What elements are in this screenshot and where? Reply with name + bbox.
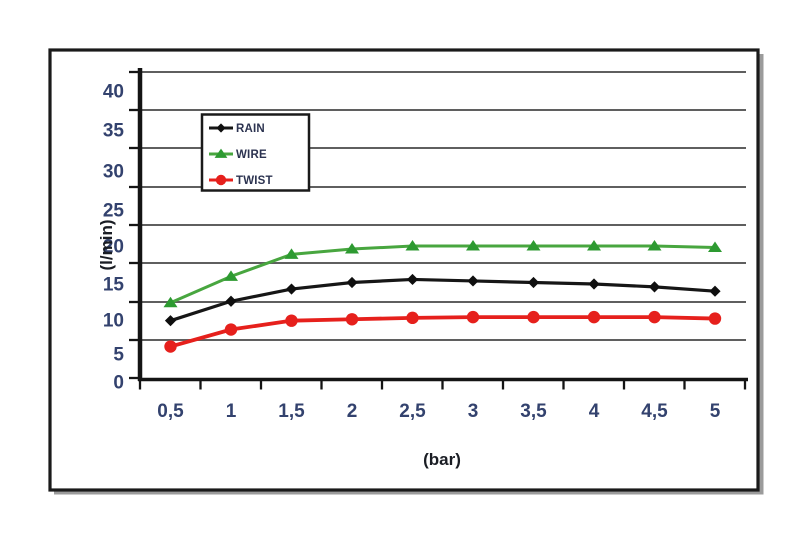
wire-data-point [526, 240, 541, 251]
rain-data-point [709, 285, 721, 297]
y-tick-label: 30 [103, 162, 124, 183]
y-tick-label: 20 [103, 237, 124, 258]
x-tick-label: 2 [347, 401, 358, 422]
x-axis-title: (bar) [423, 450, 461, 469]
twist-data-point [345, 313, 359, 326]
wire-data-point [345, 243, 359, 254]
rain-data-point [285, 283, 298, 295]
wire-data-point [224, 270, 238, 281]
wire-data-point [284, 248, 299, 259]
y-tick-label: 25 [103, 201, 125, 222]
rain-data-point [527, 276, 540, 289]
y-axis-tick-labels: 0 5 10 15 20 25 30 35 40 [103, 82, 125, 394]
wire-data-point [647, 240, 662, 251]
data-series-group [163, 240, 722, 353]
series-twist [164, 310, 722, 353]
rain-data-point [346, 276, 358, 289]
twist-data-point [708, 312, 722, 325]
y-tick-label: 40 [103, 82, 124, 103]
legend-item-twist: TWIST [209, 174, 273, 187]
rain-line [170, 277, 716, 323]
twist-data-point [648, 310, 661, 324]
y-axis-title: (l/min) [97, 220, 116, 271]
x-tick-label: 5 [710, 401, 721, 422]
figure-border [48, 48, 760, 492]
y-tick-label: 35 [103, 121, 125, 142]
rain-data-point [164, 315, 177, 327]
legend-marker-diamond [216, 123, 226, 133]
x-tick-label: 1 [226, 401, 237, 422]
x-tick-label: 3 [468, 401, 479, 422]
series-rain [164, 273, 721, 327]
wire-line [169, 244, 716, 305]
rain-data-point [225, 295, 237, 307]
rain-data-point [648, 281, 661, 293]
x-tick-label: 3,5 [520, 401, 547, 422]
legend-marker-triangle [214, 148, 228, 158]
gridlines [141, 70, 746, 342]
legend: RAIN WIRE TWIST [200, 113, 311, 192]
rain-data-point [588, 278, 600, 290]
legend-label: RAIN [236, 123, 265, 135]
legend-marker-circle [215, 174, 227, 186]
legend-label: TWIST [236, 175, 273, 187]
wire-data-point [466, 240, 480, 251]
twist-data-point [587, 310, 601, 324]
series-wire [163, 240, 722, 308]
wire-data-point [587, 240, 601, 251]
twist-data-point [527, 310, 540, 324]
x-tick-label: 4,5 [641, 401, 668, 422]
x-tick-label: 0,5 [157, 401, 184, 422]
twist-data-point [224, 323, 238, 336]
wire-data-point [405, 240, 420, 251]
rain-data-point [406, 273, 419, 286]
y-tick-label: 15 [103, 275, 125, 296]
twist-data-point [164, 340, 177, 353]
legend-label: WIRE [236, 149, 267, 161]
y-tick-label: 10 [103, 311, 124, 332]
x-tick-label: 1,5 [278, 401, 305, 422]
x-axis-tick-labels: 0,5 1 1,5 2 2,5 3 3,5 4 4,5 5 [157, 401, 720, 422]
y-tick-label: 0 [113, 373, 124, 394]
x-tick-label: 4 [589, 401, 600, 422]
twist-data-point [285, 314, 298, 327]
twist-line [169, 315, 716, 349]
twist-data-point [406, 311, 419, 325]
wire-data-point [708, 241, 722, 253]
legend-item-rain: RAIN [209, 123, 265, 135]
wire-data-point [163, 296, 178, 308]
twist-data-point [466, 310, 480, 324]
legend-item-wire: WIRE [209, 148, 267, 161]
x-tick-label: 2,5 [399, 401, 426, 422]
y-tick-label: 5 [113, 345, 124, 366]
rain-data-point [467, 275, 479, 287]
